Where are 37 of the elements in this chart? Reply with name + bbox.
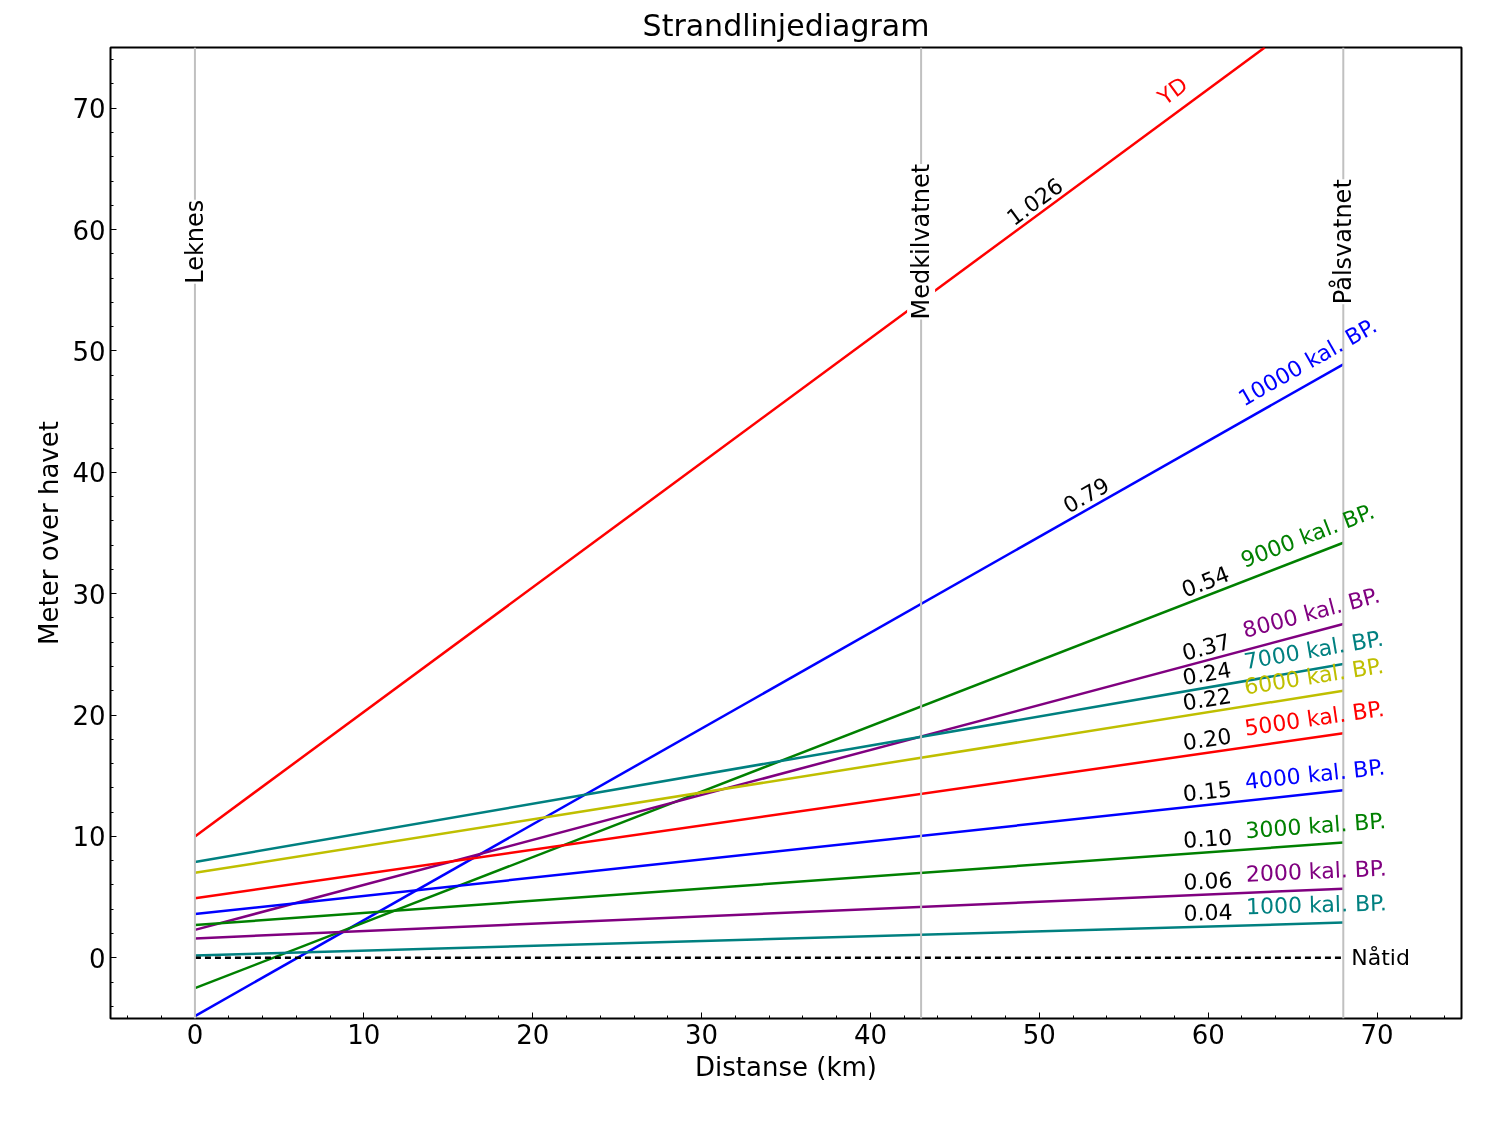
y-tick-label: 0 [88,943,106,974]
text: YD [1152,71,1193,111]
text: 5000 kal. BP. [1242,695,1386,741]
annotation: 0.04 [1183,899,1233,926]
x-tick-label: 10 [347,1019,381,1050]
text: 9000 kal. BP. [1237,498,1378,573]
series-label: 1000 kal. BP. [1245,890,1388,920]
chart-title: Strandlinjediagram [642,7,930,43]
x-tick-label: 70 [1360,1019,1394,1050]
x-tick-label: 0 [186,1019,204,1050]
annotation: 0.79 [1058,472,1114,519]
y-tick-label: 20 [72,701,106,732]
ref-line-label: Leknes [180,199,209,284]
series-label: 2000 kal. BP. [1245,855,1388,887]
x-tick-label: 40 [853,1019,887,1050]
text: 4000 kal. BP. [1243,754,1387,795]
annotation: 0.10 [1182,824,1233,853]
y-tick-label: 40 [72,458,106,489]
ref-line-label: Medkilvatnet [907,163,936,320]
annotation: 0.15 [1181,776,1234,807]
y-tick-label: 60 [72,215,106,246]
ref-line-label: Pålsvatnet [1328,179,1358,305]
series-label: Nåtid [1351,945,1410,971]
y-tick-label: 30 [72,579,106,610]
y-tick-label: 70 [72,94,106,125]
x-tick-label: 20 [516,1019,550,1050]
y-tick-label: 50 [72,336,106,367]
annotation: 0.54 [1178,561,1233,603]
x-tick-label: 30 [685,1019,719,1050]
x-tick-label: 50 [1022,1019,1056,1050]
x-tick-label: 60 [1191,1019,1225,1050]
y-axis-title: Meter over havet [34,421,65,645]
x-axis-title: Distanse (km) [695,1051,877,1082]
y-tick-label: 10 [72,822,106,853]
series-label: 3000 kal. BP. [1244,808,1387,844]
annotation: 0.06 [1182,867,1233,895]
annotation: 0.20 [1181,723,1234,756]
